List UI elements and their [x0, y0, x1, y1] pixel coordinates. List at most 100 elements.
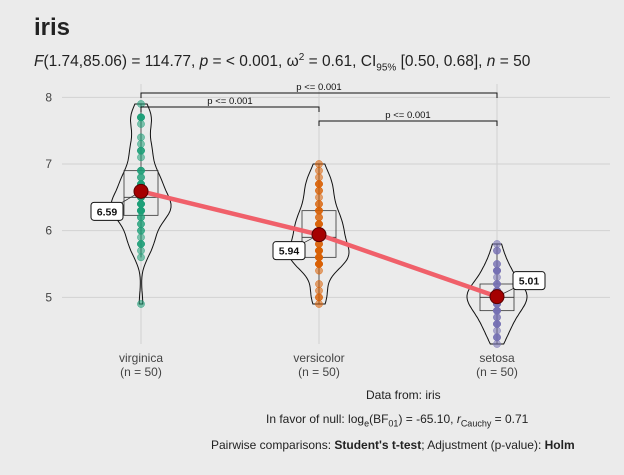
null-prefix: In favor of null: log — [266, 412, 365, 426]
data-point — [493, 326, 501, 335]
data-point — [315, 180, 323, 188]
data-point — [137, 300, 145, 308]
pairwise-caption: Pairwise comparisons: Student's t-test; … — [211, 438, 575, 452]
data-point — [493, 320, 501, 328]
data-point — [315, 193, 323, 202]
data-point — [137, 120, 145, 128]
x-tick-label: versicolor — [293, 351, 344, 365]
mean-point — [489, 289, 505, 305]
data-point — [315, 300, 323, 308]
p-symbol: p — [199, 53, 209, 71]
data-point — [493, 260, 501, 268]
n-value: = 50 — [495, 53, 531, 71]
data-point — [493, 333, 501, 342]
violin-virginica — [110, 103, 172, 305]
data-point — [315, 173, 323, 182]
data-point — [137, 133, 145, 142]
f-value: = 114.77, — [127, 53, 200, 71]
mean-point — [311, 227, 327, 243]
data-point — [315, 160, 323, 168]
data-point — [137, 226, 145, 235]
r-subscript: Cauchy — [460, 418, 492, 429]
data-point — [137, 140, 145, 148]
omega-superscript: 2 — [298, 52, 305, 63]
x-tick-n-label: (n = 50) — [476, 365, 518, 379]
data-point — [137, 246, 145, 255]
data-point — [315, 200, 323, 208]
data-point — [315, 280, 323, 288]
data-point — [137, 233, 145, 242]
significance-label: p <= 0.001 — [207, 96, 252, 107]
f-symbol: F — [34, 53, 44, 71]
data-point — [137, 113, 145, 122]
mean-label-box — [512, 271, 546, 291]
mean-label: 6.59 — [97, 206, 118, 218]
data-point — [315, 220, 323, 228]
mean-point — [133, 183, 149, 199]
data-point — [493, 306, 501, 315]
pairwise-adjustment: Holm — [544, 438, 575, 452]
data-point — [493, 240, 501, 248]
pairwise-mid: ; Adjustment (p-value): — [421, 438, 545, 452]
significance-bracket — [140, 106, 320, 112]
omega-value: = 0.61, CI — [304, 53, 377, 71]
y-tick-label: 7 — [45, 157, 52, 171]
data-point — [315, 260, 323, 268]
significance-label: p <= 0.001 — [296, 82, 341, 93]
data-point — [137, 173, 145, 182]
data-point — [315, 253, 323, 262]
data-point — [137, 213, 145, 222]
pairwise-test: Student's t-test — [334, 438, 422, 452]
data-point — [315, 266, 323, 275]
data-point — [137, 240, 145, 248]
r-value: = 0.71 — [491, 412, 529, 426]
null-value: ) = -65.10, — [398, 412, 457, 426]
x-tick-label: virginica — [119, 351, 163, 365]
data-point — [137, 253, 145, 262]
data-point — [493, 313, 501, 322]
data-point — [315, 293, 323, 302]
ci-value: [0.50, 0.68], — [396, 53, 487, 71]
data-point — [315, 213, 323, 222]
data-point — [137, 200, 145, 208]
ci-subscript: 95% — [376, 62, 397, 74]
mean-label-box — [90, 201, 124, 221]
data-point — [493, 340, 501, 348]
r-symbol: r — [456, 412, 461, 426]
data-point — [493, 273, 501, 282]
x-tick-n-label: (n = 50) — [298, 365, 340, 379]
mean-label: 5.94 — [279, 246, 300, 258]
violin-setosa — [466, 243, 528, 345]
pairwise-prefix: Pairwise comparisons: — [211, 438, 335, 452]
null-bf-sub: 01 — [388, 418, 399, 429]
data-point — [315, 206, 323, 215]
significance-bracket — [318, 120, 498, 126]
mean-label: 5.01 — [519, 276, 540, 288]
f-df: (1.74,85.06) — [43, 53, 128, 71]
chart-title: iris — [34, 14, 71, 41]
p-value: = < 0.001, ω — [208, 53, 299, 71]
significance-bracket — [140, 92, 498, 98]
x-tick-label: setosa — [479, 351, 515, 365]
data-point — [315, 286, 323, 295]
data-point — [315, 186, 323, 195]
null-log-sub: e — [364, 418, 370, 429]
y-tick-label: 8 — [45, 90, 52, 104]
data-point — [137, 220, 145, 228]
n-symbol: n — [486, 53, 496, 71]
chart-subtitle: F(1.74,85.06) = 114.77, p = < 0.001, ω2 … — [34, 52, 530, 73]
data-point — [493, 280, 501, 288]
data-point — [493, 266, 501, 275]
null-evidence-caption: In favor of null: loge(BF01) = -65.10, r… — [266, 412, 528, 428]
y-tick-label: 5 — [45, 290, 52, 304]
data-point — [315, 246, 323, 255]
data-point — [137, 153, 145, 162]
data-source-caption: Data from: iris — [366, 388, 441, 402]
data-point — [137, 206, 145, 215]
data-point — [137, 146, 145, 155]
y-tick-label: 6 — [45, 224, 52, 238]
mean-label-box — [272, 241, 306, 261]
null-mid: (BF — [369, 412, 389, 426]
data-point — [315, 166, 323, 175]
